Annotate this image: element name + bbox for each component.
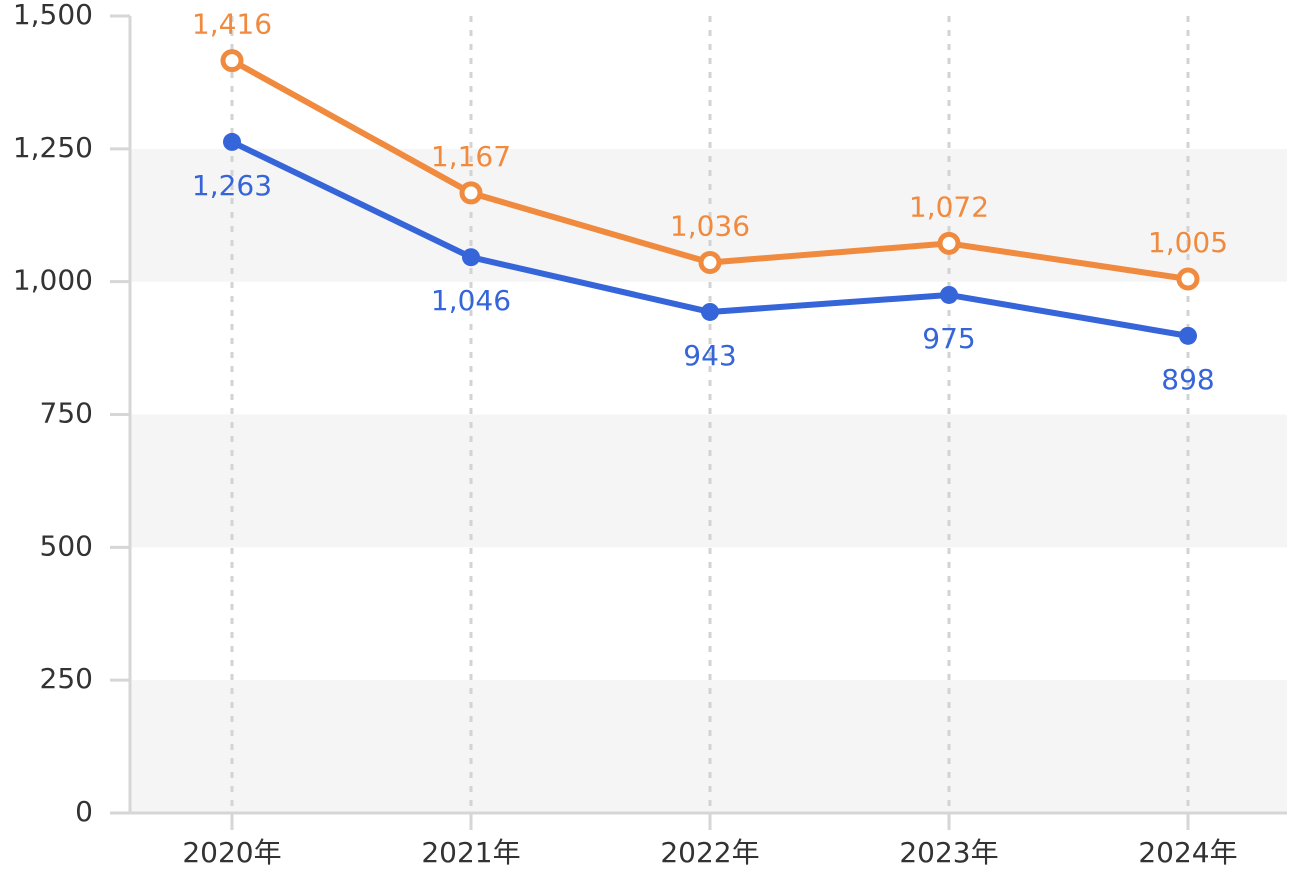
series-0-data-label: 1,416	[192, 8, 272, 41]
x-tick-label: 2022年	[660, 836, 759, 869]
series-1-data-label: 943	[683, 339, 736, 372]
series-1-point	[940, 285, 958, 304]
y-tick-label: 1,500	[13, 0, 93, 31]
series-1-point	[1179, 326, 1197, 345]
series-1-data-label: 1,263	[192, 169, 272, 202]
x-tick-label: 2021年	[421, 836, 520, 869]
series-1-data-label: 975	[922, 322, 975, 355]
series-0-data-label: 1,005	[1148, 226, 1228, 259]
series-0-point	[1176, 267, 1200, 291]
y-tick-label: 750	[40, 397, 93, 430]
series-0-point	[220, 49, 244, 73]
series-1-point	[701, 302, 719, 321]
y-tick-label: 250	[40, 662, 93, 695]
series-0-point	[698, 251, 722, 275]
series-0-point	[459, 181, 483, 205]
series-0-point	[937, 231, 961, 255]
x-tick-label: 2020年	[182, 836, 281, 869]
y-tick-label: 1,000	[13, 264, 93, 297]
series-0-data-label: 1,167	[431, 140, 511, 173]
y-tick-label: 1,250	[13, 131, 93, 164]
series-1-point	[223, 132, 241, 151]
y-tick-label: 0	[75, 795, 93, 828]
x-tick-label: 2023年	[899, 836, 998, 869]
series-1-data-label: 898	[1161, 363, 1214, 396]
x-tick-label: 2024年	[1138, 836, 1237, 869]
series-0-data-label: 1,072	[909, 190, 989, 223]
series-1-point	[462, 248, 480, 267]
series-0-data-label: 1,036	[670, 210, 750, 243]
series-1-data-label: 1,046	[431, 284, 511, 317]
y-tick-label: 500	[40, 529, 93, 562]
